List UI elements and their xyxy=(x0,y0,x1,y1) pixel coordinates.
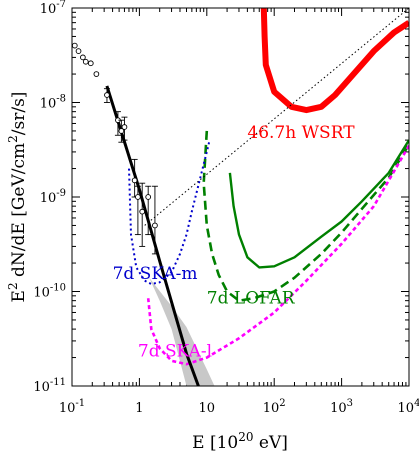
data-point xyxy=(75,48,82,54)
data-point xyxy=(93,71,100,77)
plot-area xyxy=(72,8,409,386)
axis-ticks xyxy=(71,8,409,387)
series-wsrt-line xyxy=(260,8,409,114)
data-point xyxy=(80,54,86,61)
annotations: 46.7h WSRT 7d LOFAR 7d SKA-m 7d SKA-l xyxy=(113,123,356,361)
x-tick-label: 104 xyxy=(398,398,419,416)
y-tick-label: 10-8 xyxy=(40,94,66,112)
data-point xyxy=(104,92,110,98)
y-tick-label: 10-9 xyxy=(40,188,66,206)
uncertainty-band xyxy=(149,277,215,386)
x-tick-label: 10 xyxy=(199,401,216,416)
y-tick-label: 10-11 xyxy=(33,377,66,395)
series-fit-line xyxy=(105,85,200,386)
data-point xyxy=(152,222,158,229)
data-point xyxy=(145,194,152,200)
annotation-wsrt: 46.7h WSRT xyxy=(247,123,355,143)
series-lofar-solid-line xyxy=(228,139,409,269)
data-point xyxy=(118,128,125,134)
data-point xyxy=(82,58,89,65)
y-tick-label: 10-10 xyxy=(33,283,66,301)
data-point xyxy=(72,42,78,49)
plot-frame xyxy=(71,7,410,387)
data-point xyxy=(87,60,94,67)
data-point xyxy=(139,208,146,215)
x-tick-label: 1 xyxy=(135,401,143,416)
annotation-ska-m: 7d SKA-m xyxy=(113,264,198,284)
x-tick-label: 10-1 xyxy=(59,398,85,416)
series-lofar-dashed-line xyxy=(202,130,409,303)
data-point xyxy=(121,124,128,130)
x-axis-label: E [1020 eV] xyxy=(192,430,288,453)
data-point xyxy=(131,177,138,184)
y-tick-label: 10-7 xyxy=(40,0,66,17)
annotation-ska-l: 7d SKA-l xyxy=(138,342,212,362)
x-tick-label: 102 xyxy=(263,398,286,416)
annotation-lofar: 7d LOFAR xyxy=(207,288,296,308)
series-ska-m-line xyxy=(128,139,211,285)
x-tick-label: 103 xyxy=(330,398,353,416)
series-guide-line xyxy=(144,8,409,226)
data-point xyxy=(135,194,141,200)
y-axis-label: E2 dN/dE [GeV/cm2/sr/s] xyxy=(6,92,29,303)
